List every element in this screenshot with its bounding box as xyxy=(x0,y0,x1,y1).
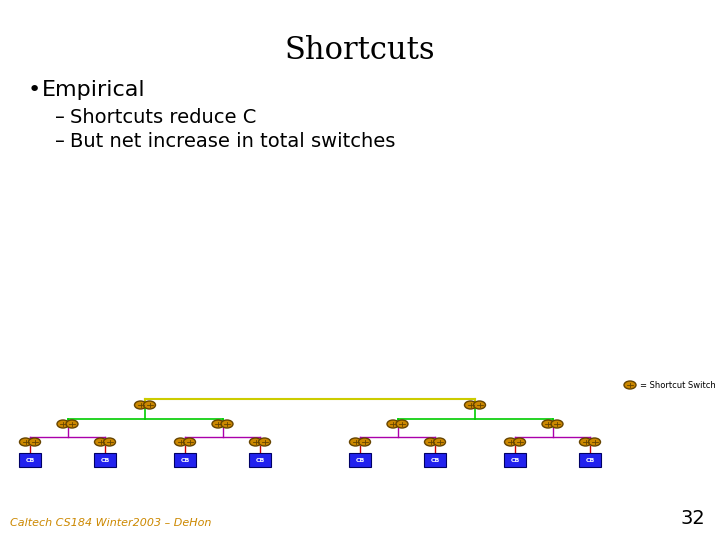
Ellipse shape xyxy=(184,438,196,446)
FancyBboxPatch shape xyxy=(424,453,446,467)
Ellipse shape xyxy=(513,438,526,446)
Ellipse shape xyxy=(580,438,592,446)
Ellipse shape xyxy=(94,438,107,446)
Ellipse shape xyxy=(359,438,371,446)
Text: CB: CB xyxy=(431,457,440,462)
Ellipse shape xyxy=(433,438,446,446)
Text: Shortcuts: Shortcuts xyxy=(284,35,436,66)
FancyBboxPatch shape xyxy=(94,453,116,467)
Text: CB: CB xyxy=(180,457,189,462)
FancyBboxPatch shape xyxy=(349,453,371,467)
Text: –: – xyxy=(55,132,65,151)
Ellipse shape xyxy=(464,401,477,409)
Ellipse shape xyxy=(66,420,78,428)
Text: Caltech CS184 Winter2003 – DeHon: Caltech CS184 Winter2003 – DeHon xyxy=(10,518,212,528)
Ellipse shape xyxy=(143,401,156,409)
FancyBboxPatch shape xyxy=(504,453,526,467)
Ellipse shape xyxy=(588,438,600,446)
Text: Empirical: Empirical xyxy=(42,80,145,100)
Ellipse shape xyxy=(174,438,186,446)
Text: CB: CB xyxy=(100,457,109,462)
Ellipse shape xyxy=(396,420,408,428)
FancyBboxPatch shape xyxy=(19,453,41,467)
Ellipse shape xyxy=(29,438,40,446)
Text: CB: CB xyxy=(355,457,365,462)
Ellipse shape xyxy=(474,401,485,409)
FancyBboxPatch shape xyxy=(579,453,601,467)
FancyBboxPatch shape xyxy=(174,453,196,467)
Ellipse shape xyxy=(542,420,554,428)
Ellipse shape xyxy=(212,420,224,428)
Text: But net increase in total switches: But net increase in total switches xyxy=(70,132,395,151)
Text: CB: CB xyxy=(25,457,35,462)
Text: –: – xyxy=(55,108,65,127)
Ellipse shape xyxy=(387,420,399,428)
Ellipse shape xyxy=(221,420,233,428)
Text: CB: CB xyxy=(585,457,595,462)
Text: = Shortcut Switch: = Shortcut Switch xyxy=(640,381,716,389)
Ellipse shape xyxy=(19,438,32,446)
Ellipse shape xyxy=(349,438,361,446)
Ellipse shape xyxy=(425,438,436,446)
Ellipse shape xyxy=(551,420,563,428)
Ellipse shape xyxy=(624,381,636,389)
Ellipse shape xyxy=(250,438,261,446)
Ellipse shape xyxy=(104,438,115,446)
FancyBboxPatch shape xyxy=(249,453,271,467)
Text: Shortcuts reduce C: Shortcuts reduce C xyxy=(70,108,256,127)
Text: CB: CB xyxy=(256,457,265,462)
Ellipse shape xyxy=(135,401,146,409)
Text: 32: 32 xyxy=(680,509,705,528)
Text: •: • xyxy=(28,80,41,100)
Ellipse shape xyxy=(258,438,271,446)
Ellipse shape xyxy=(57,420,69,428)
Ellipse shape xyxy=(505,438,516,446)
Text: CB: CB xyxy=(510,457,520,462)
